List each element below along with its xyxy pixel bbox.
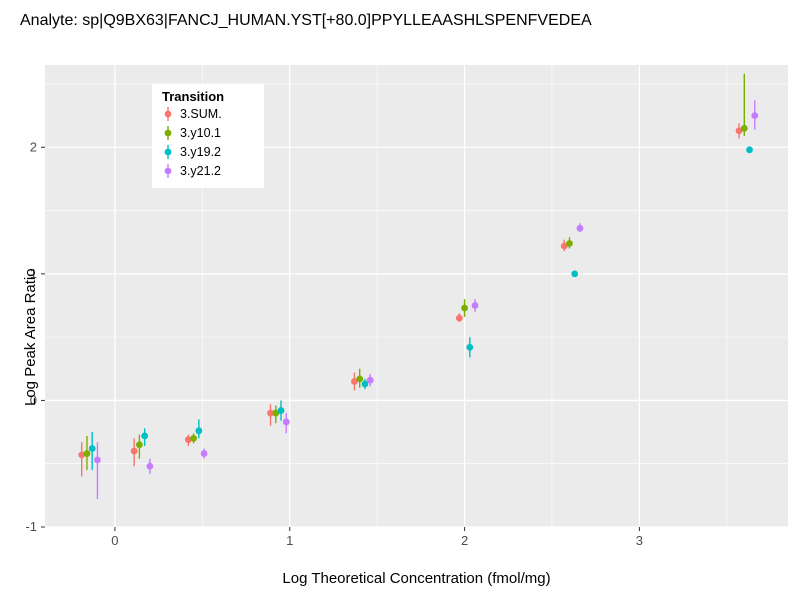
legend-key-point [164,148,172,156]
data-point [735,127,743,135]
data-point [571,270,579,278]
data-point [184,436,192,444]
y-tick-label: -1 [25,519,37,534]
series-3.y10.1 [83,73,748,471]
legend-title: Transition [162,89,224,104]
data-point [740,124,748,132]
data-point [455,314,463,322]
legend-entry-label: 3.y21.2 [180,164,221,178]
x-tick-label: 3 [636,533,643,548]
legend: Transition 3.SUM. 3.y10.1 3.y19.2 3.y21.2 [152,84,264,188]
data-point [146,462,154,470]
data-point [277,407,285,414]
legend-key-point [164,167,172,175]
data-point [751,112,759,120]
y-tick-label: 2 [30,139,37,154]
data-point [141,432,149,440]
x-tick-label: 0 [111,533,118,548]
axis-ticks: 0 1 2 3 -1 0 1 2 [25,139,643,548]
data-point [272,409,280,417]
x-tick-label: 1 [286,533,293,548]
data-point [471,302,479,309]
data-point [267,409,274,417]
data-point [356,375,364,383]
data-point [282,418,290,426]
y-tick-label: 0 [30,392,37,407]
data-point [746,146,753,154]
legend-key-point [164,129,172,137]
y-tick-label: 1 [30,266,37,281]
data-point [195,427,203,435]
data-point [136,441,143,449]
data-point [351,378,358,385]
legend-entry-label: 3.y10.1 [180,126,221,140]
series-3.y21.2 [94,100,759,500]
series-3.SUM. [78,123,743,477]
data-point [560,242,568,250]
chart-title: Analyte: sp|Q9BX63|FANCJ_HUMAN.YST[+80.0… [20,12,592,29]
data-point [466,343,474,351]
data-point [566,240,573,247]
data-point [200,450,208,457]
legend-entry-label: 3.y19.2 [180,145,221,159]
legend-entry-label: 3.SUM. [180,107,222,121]
x-axis-title: Log Theoretical Concentration (fmol/mg) [282,570,551,587]
data-point [366,376,374,384]
data-point [83,450,91,457]
data-point [88,445,96,452]
data-point [94,456,101,464]
data-point [130,447,138,455]
legend-key-point [164,110,172,118]
series-3.y19.2 [88,146,753,471]
data-point [361,380,369,388]
data-point [78,451,86,459]
data-point [190,434,198,442]
data-point [461,304,468,312]
y-axis-title-text: Log Peak Area Ratio [22,268,39,406]
x-tick-label: 2 [461,533,468,548]
data-point [576,224,584,232]
gridlines [45,65,788,528]
